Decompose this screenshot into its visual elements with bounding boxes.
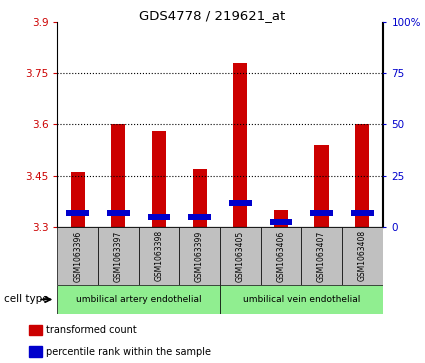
Text: GSM1063399: GSM1063399 (195, 230, 204, 282)
FancyBboxPatch shape (57, 285, 220, 314)
Text: GSM1063408: GSM1063408 (358, 231, 367, 281)
Bar (188, 213, 211, 220)
Text: GSM1063406: GSM1063406 (276, 230, 286, 282)
Text: GSM1063396: GSM1063396 (73, 230, 82, 282)
Bar (152, 131, 166, 227)
Bar (71, 172, 85, 227)
Text: GSM1063405: GSM1063405 (236, 230, 245, 282)
Bar (233, 63, 247, 227)
Text: percentile rank within the sample: percentile rank within the sample (46, 347, 211, 357)
Bar (229, 200, 252, 206)
Bar (274, 210, 288, 227)
Text: GDS4778 / 219621_at: GDS4778 / 219621_at (139, 9, 286, 22)
Bar (310, 210, 333, 216)
Text: umbilical artery endothelial: umbilical artery endothelial (76, 295, 201, 304)
Text: cell type: cell type (4, 294, 49, 305)
FancyBboxPatch shape (261, 227, 301, 285)
FancyBboxPatch shape (98, 227, 139, 285)
FancyBboxPatch shape (179, 227, 220, 285)
FancyBboxPatch shape (342, 227, 383, 285)
Bar (66, 210, 89, 216)
Bar (111, 124, 125, 227)
Bar (269, 219, 292, 225)
FancyBboxPatch shape (220, 285, 382, 314)
Bar (355, 124, 369, 227)
Bar (193, 169, 207, 227)
Text: umbilical vein endothelial: umbilical vein endothelial (243, 295, 360, 304)
Text: GSM1063398: GSM1063398 (154, 231, 164, 281)
FancyBboxPatch shape (139, 227, 179, 285)
Bar (29, 346, 42, 357)
Text: GSM1063397: GSM1063397 (114, 230, 123, 282)
Bar (29, 325, 42, 335)
FancyBboxPatch shape (220, 227, 261, 285)
Bar (351, 210, 374, 216)
Text: GSM1063407: GSM1063407 (317, 230, 326, 282)
FancyBboxPatch shape (301, 227, 342, 285)
Bar (107, 210, 130, 216)
FancyBboxPatch shape (57, 227, 98, 285)
Bar (147, 213, 170, 220)
Text: transformed count: transformed count (46, 325, 137, 335)
Bar (314, 145, 329, 227)
